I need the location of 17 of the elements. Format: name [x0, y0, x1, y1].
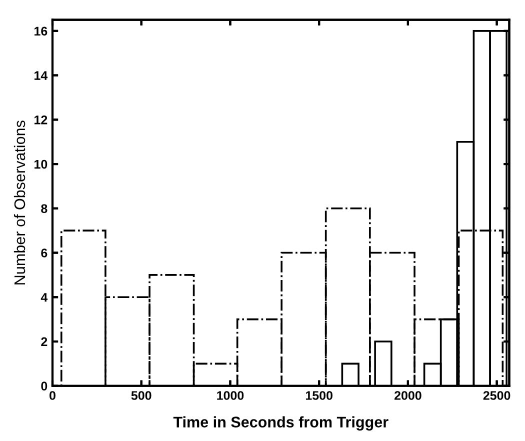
- y-tick-label: 6: [41, 248, 48, 258]
- x-tick-label: 2000: [394, 391, 422, 400]
- y-tick-label: 10: [34, 160, 48, 169]
- y-tick-label: 0: [41, 382, 48, 391]
- y-tick-label: 8: [41, 204, 48, 214]
- y-tick-label: 12: [34, 115, 48, 124]
- y-tick-label: 4: [40, 293, 48, 302]
- y-tick-label: 2: [41, 337, 48, 346]
- y-tick-label: 14: [34, 71, 48, 80]
- x-tick-label: 0: [50, 391, 56, 400]
- y-tick-label: 16: [34, 26, 48, 36]
- y-axis-title: Number of Observations: [14, 120, 26, 284]
- x-tick-label: 1000: [217, 391, 244, 400]
- x-tick-label: 2500: [483, 391, 510, 400]
- x-axis-title: Time in Seconds from Trigger: [173, 416, 388, 431]
- x-tick-label: 1500: [306, 391, 332, 400]
- x-tick-label: 500: [131, 391, 152, 400]
